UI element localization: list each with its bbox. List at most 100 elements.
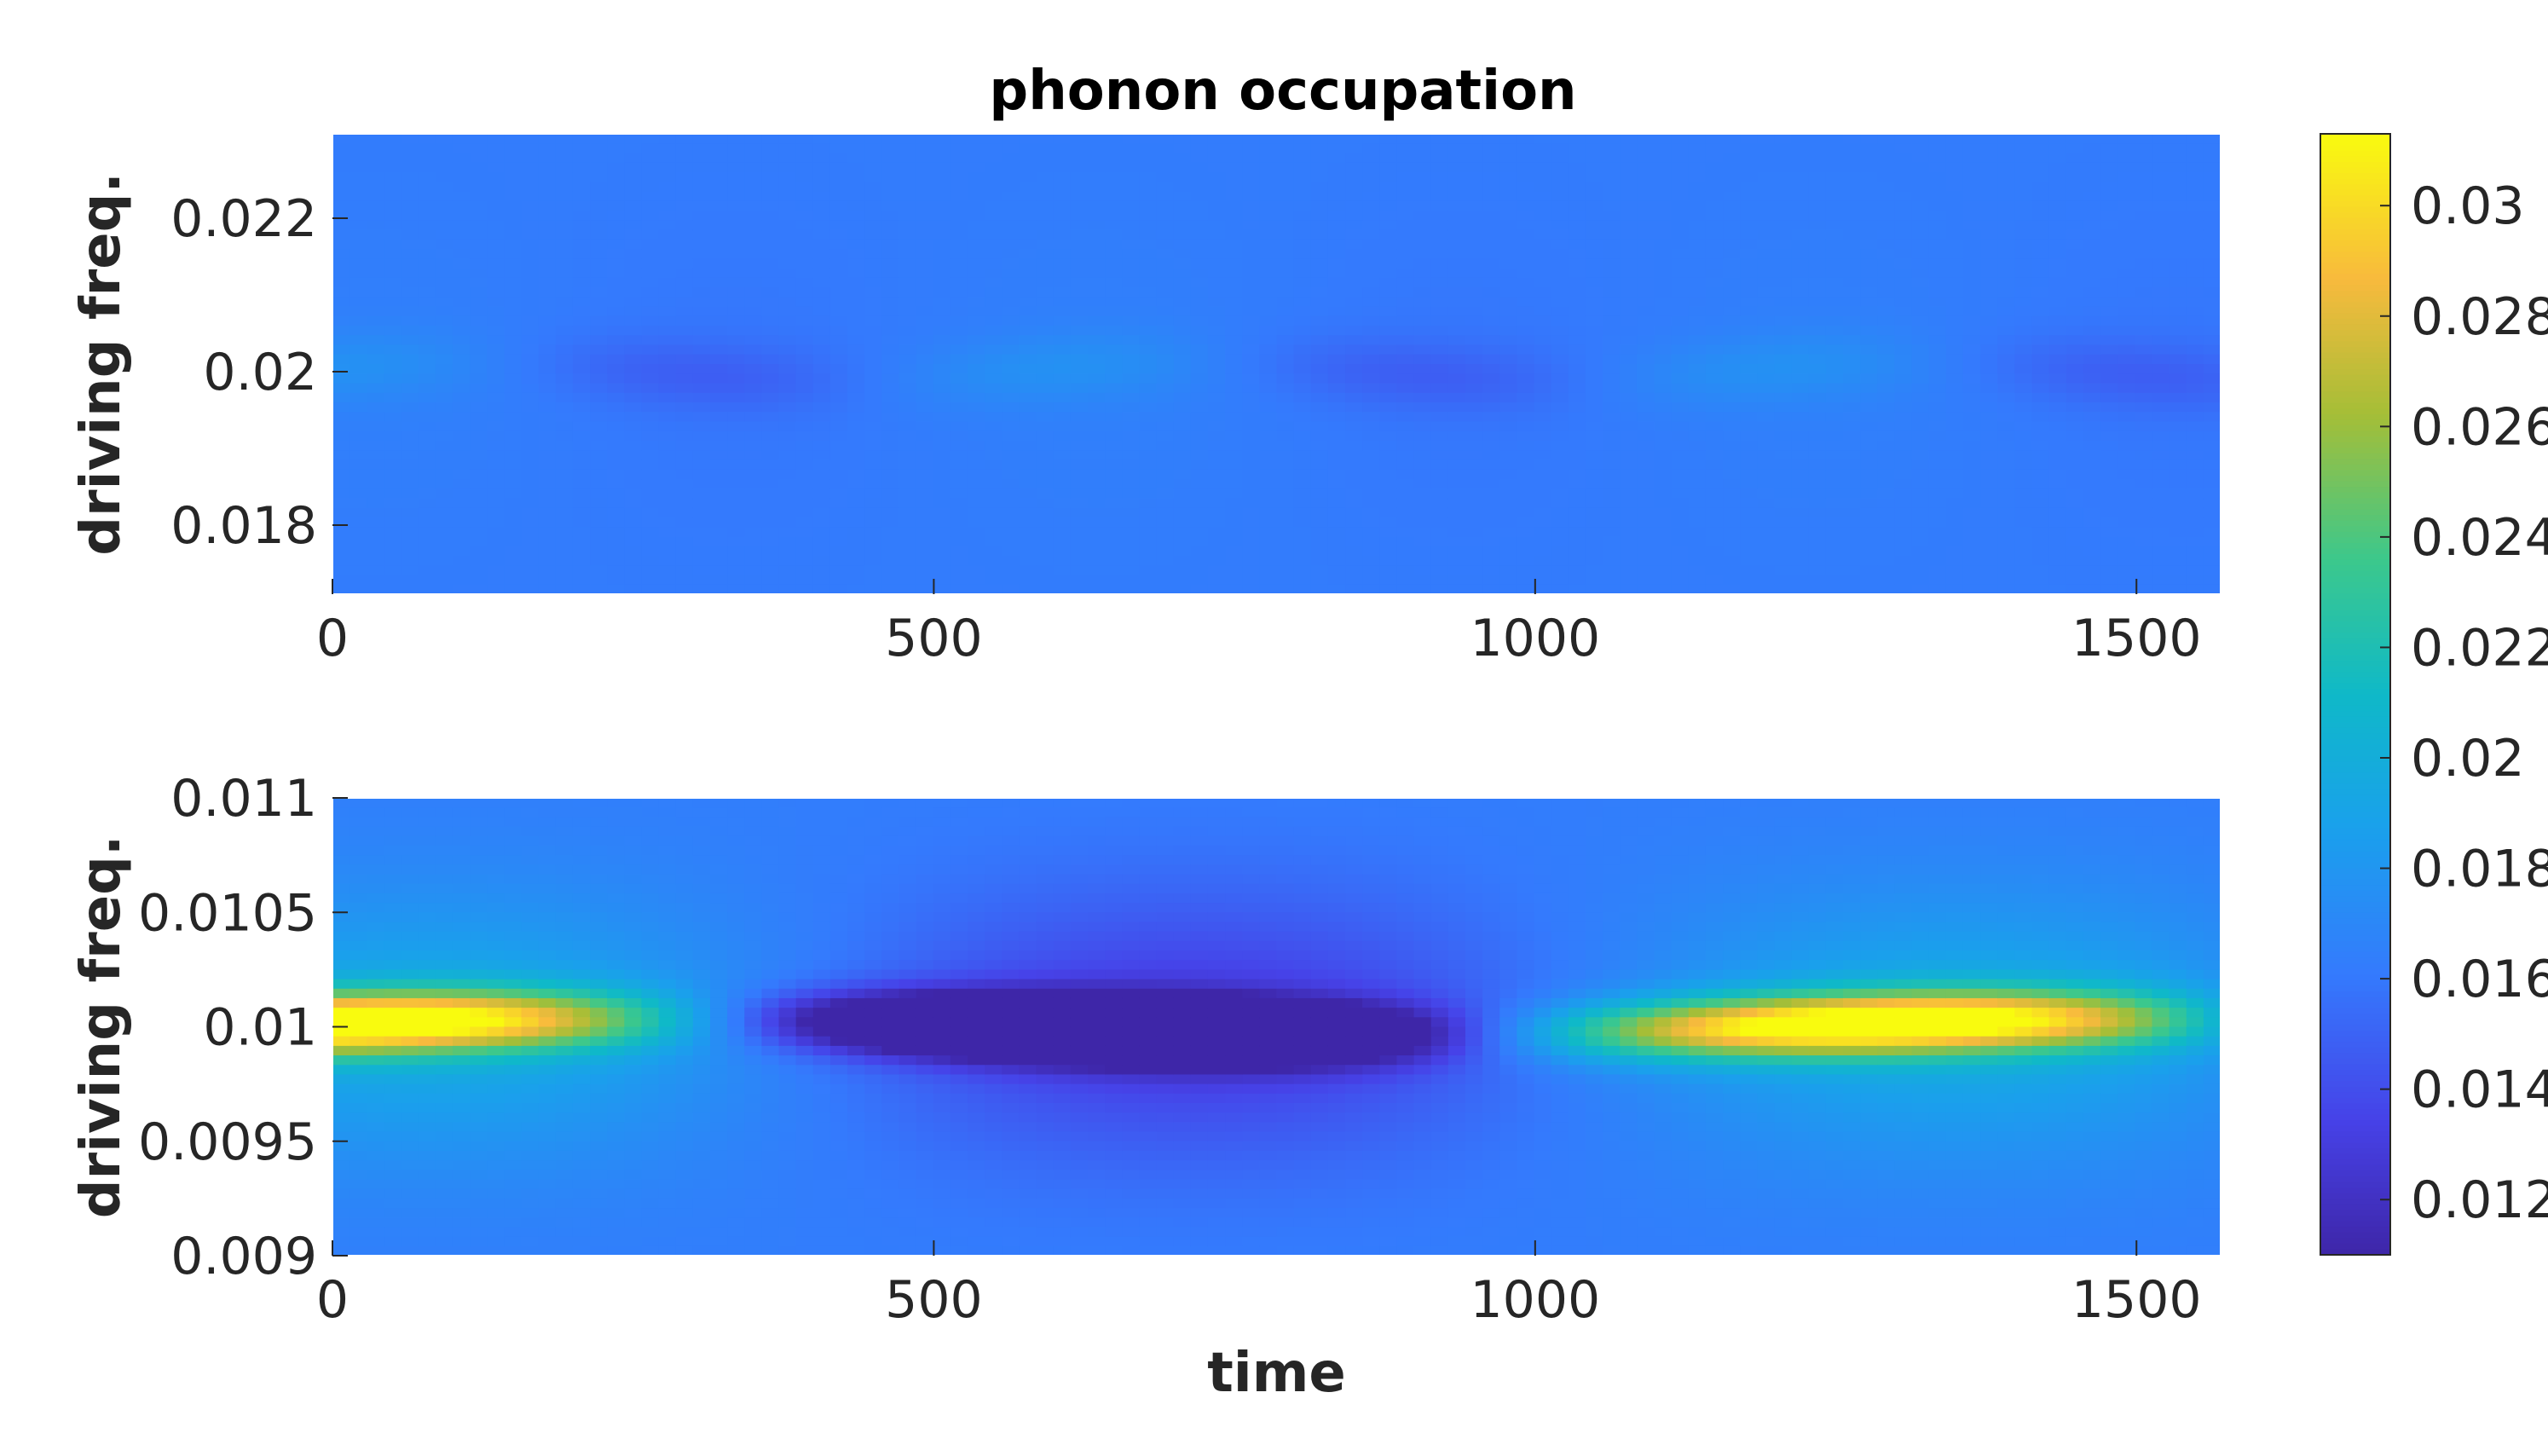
heatmap-cell xyxy=(1757,191,1776,202)
heatmap-cell xyxy=(761,335,780,346)
heatmap-cell xyxy=(933,249,951,259)
heatmap-cell xyxy=(1482,507,1500,518)
heatmap-cell xyxy=(470,277,488,288)
heatmap-cell xyxy=(1482,239,1500,250)
heatmap-cell xyxy=(1225,450,1243,461)
heatmap-cell xyxy=(1345,430,1363,442)
heatmap-cell xyxy=(1190,556,1209,566)
heatmap-cell xyxy=(1945,392,1964,403)
heatmap-cell xyxy=(2066,277,2084,288)
heatmap-cell xyxy=(2066,249,2084,259)
heatmap-cell xyxy=(1139,517,1158,528)
heatmap-cell xyxy=(1534,575,1552,586)
heatmap-cell xyxy=(1413,421,1432,432)
heatmap-cell xyxy=(968,229,985,240)
heatmap-cell xyxy=(829,450,848,461)
heatmap-cell xyxy=(435,211,454,221)
heatmap-cell xyxy=(1139,565,1158,576)
heatmap-cell xyxy=(778,584,797,595)
heatmap-cell xyxy=(1482,402,1500,413)
heatmap-cell xyxy=(1345,459,1363,471)
heatmap-cell xyxy=(401,239,419,250)
heatmap-cell xyxy=(504,162,523,173)
heatmap-cell xyxy=(1122,268,1141,279)
heatmap-cell xyxy=(1568,575,1586,586)
heatmap-cell xyxy=(590,392,608,403)
heatmap-cell xyxy=(1173,373,1192,384)
heatmap-cell xyxy=(1362,536,1381,547)
heatmap-cell xyxy=(418,162,436,173)
heatmap-cell xyxy=(2083,315,2101,326)
heatmap-cell xyxy=(1962,315,1981,326)
heatmap-cell xyxy=(470,344,488,355)
heatmap-cell xyxy=(1568,507,1586,518)
heatmap-cell xyxy=(864,258,883,269)
heatmap-cell xyxy=(1225,441,1243,451)
heatmap-cell xyxy=(1156,172,1175,182)
heatmap-cell xyxy=(504,191,523,202)
heatmap-cell xyxy=(1190,277,1209,288)
heatmap-cell xyxy=(2100,556,2118,566)
heatmap-cell xyxy=(487,421,506,432)
heatmap-cell xyxy=(744,315,763,326)
heatmap-cell xyxy=(1327,335,1346,346)
heatmap-cell xyxy=(1603,335,1621,346)
heatmap-cell xyxy=(521,459,540,471)
heatmap-cell xyxy=(1791,326,1810,336)
heatmap-cell xyxy=(1362,306,1381,317)
heatmap-cell xyxy=(778,517,797,528)
heatmap-cell xyxy=(2083,488,2101,500)
heatmap-cell xyxy=(332,546,350,557)
heatmap-cell xyxy=(350,517,367,528)
heatmap-cell xyxy=(692,536,711,547)
heatmap-cell xyxy=(1105,335,1123,346)
heatmap-cell xyxy=(1945,584,1964,595)
heatmap-cell xyxy=(675,421,694,432)
heatmap-cell xyxy=(916,383,934,394)
heatmap-cell xyxy=(418,441,436,451)
heatmap-cell xyxy=(1808,162,1827,173)
heatmap-cell xyxy=(727,479,745,489)
heatmap-cell xyxy=(401,421,419,432)
heatmap-cell xyxy=(1139,277,1158,288)
heatmap-cell xyxy=(2100,517,2118,528)
heatmap-cell xyxy=(1962,211,1981,221)
heatmap-cell xyxy=(727,412,745,423)
heatmap-cell xyxy=(778,297,797,308)
heatmap-cell xyxy=(1740,287,1759,298)
heatmap-cell xyxy=(1207,344,1226,355)
heatmap-cell xyxy=(1877,200,1896,211)
heatmap-cell xyxy=(1654,402,1673,413)
heatmap-cell xyxy=(521,344,540,355)
heatmap-cell xyxy=(2100,450,2118,461)
heatmap-cell xyxy=(1671,527,1690,538)
heatmap-cell xyxy=(572,441,591,451)
heatmap-cell xyxy=(2014,498,2033,509)
heatmap-cell xyxy=(1962,584,1981,595)
heatmap-cell xyxy=(332,575,350,586)
heatmap-cell xyxy=(1156,277,1175,288)
heatmap-cell xyxy=(641,249,660,259)
heatmap-cell xyxy=(985,412,1003,423)
heatmap-cell xyxy=(1705,182,1724,193)
heatmap-cell xyxy=(1499,143,1518,154)
heatmap-cell xyxy=(1122,584,1141,595)
heatmap-cell xyxy=(470,239,488,250)
heatmap-cell xyxy=(504,421,523,432)
heatmap-cell xyxy=(470,546,488,557)
heatmap-cell xyxy=(985,546,1003,557)
heatmap-cell xyxy=(778,430,797,442)
heatmap-cell xyxy=(367,191,385,202)
heatmap-cell xyxy=(1723,517,1741,528)
heatmap-cell xyxy=(812,143,831,154)
heatmap-cell xyxy=(1980,507,1998,518)
heatmap-cell xyxy=(487,277,506,288)
heatmap-cell xyxy=(384,450,402,461)
heatmap-cell xyxy=(1156,326,1175,336)
heatmap-cell xyxy=(898,134,917,144)
heatmap-cell xyxy=(555,297,574,308)
heatmap-cell xyxy=(1293,172,1312,182)
heatmap-cell xyxy=(350,268,367,279)
heatmap-cell xyxy=(572,565,591,576)
heatmap-cell xyxy=(1877,134,1896,144)
